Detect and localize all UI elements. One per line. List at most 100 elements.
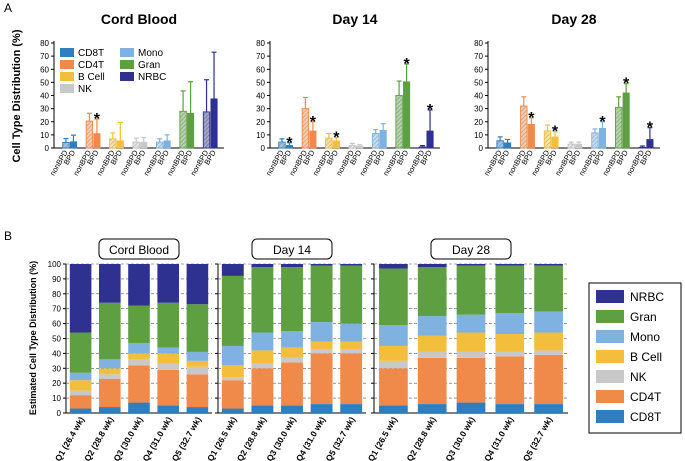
a3-bar-gran-bpd — [622, 92, 630, 149]
a3-y-tick-label: 60 — [474, 65, 483, 74]
b1-x-tick-label: Q2 (28.8 wk) — [82, 415, 116, 461]
a3-bar-nrbc-nonbpd — [638, 146, 647, 149]
a1-bar-b-cell-nonbpd — [109, 138, 117, 149]
a3-bar-b-cell-nonbpd — [543, 130, 552, 149]
a2-bar-b-cell-nonbpd-tint — [325, 138, 333, 148]
b1-segment-nk-q1 — [69, 390, 92, 396]
a-legend-label-nrbc: NRBC — [138, 72, 166, 83]
b2-segment-cd8t-q4 — [310, 404, 333, 413]
b3-segment-cd8t-q3 — [456, 402, 486, 413]
b-ylabel: Estimated Cell Type Distribution (%) — [28, 261, 38, 415]
a2-bar-cd8t-nonbpd — [278, 141, 286, 149]
b-legend-label-mono: Mono — [630, 330, 660, 344]
b2-segment-nrbc-q1 — [221, 264, 244, 276]
b3-segment-nk-q1 — [379, 360, 408, 369]
a1-y-tick-label: 20 — [40, 118, 49, 127]
b2-segment-gran-q1 — [221, 275, 244, 346]
a-legend-label-cd4t: CD4T — [78, 60, 104, 71]
b2-segment-nrbc-q3 — [281, 264, 303, 267]
a1-bar-nrbc-nonbpd — [202, 111, 211, 149]
a-legend-swatch-b-cell — [60, 72, 74, 81]
a3-significance-star-cd4t: * — [528, 110, 535, 127]
b1-segment-gran-q1 — [69, 332, 92, 373]
b2-segment-nk-q1 — [221, 377, 244, 381]
a2-bar-gran-nonbpd — [395, 95, 403, 149]
b1-segment-b-cell-q2 — [98, 368, 121, 375]
b1-title-box — [98, 238, 180, 260]
a2-y-tick-label: 20 — [256, 118, 265, 127]
a3-title: Day 28 — [551, 11, 596, 27]
b2-segment-mono-q2 — [251, 332, 274, 351]
b1-segment-nrbc-q2 — [98, 264, 121, 303]
a3-bar-cd4t-nonbpd — [520, 105, 528, 149]
a2-bar-mono-nonbpd — [371, 133, 380, 149]
a1-y-tick-label: 40 — [40, 92, 49, 101]
b1-segment-b-cell-q4 — [157, 353, 180, 364]
a3-significance-star-nrbc: * — [647, 120, 654, 137]
a3-y-tick-label: 30 — [474, 105, 483, 114]
b-legend-label-gran: Gran — [630, 310, 657, 324]
b2-segment-cd4t-q3 — [281, 362, 303, 406]
b1-segment-mono-q3 — [128, 342, 150, 354]
b1-segment-nrbc-q1 — [69, 264, 92, 333]
a2-bar-mono-nonbpd-tint — [372, 133, 379, 148]
b3-segment-cd4t-q1 — [379, 368, 408, 406]
a2-bar-nrbc-bpd — [426, 130, 434, 149]
b1-y-tick-label: 20 — [52, 379, 61, 388]
b1-segment-cd4t-q2 — [98, 378, 121, 408]
b3-segment-b-cell-q1 — [379, 345, 408, 361]
b1-segment-cd8t-q1 — [69, 408, 92, 413]
b2-x-tick-label: Q2 (28.8 wk) — [235, 415, 269, 461]
b2-segment-b-cell-q5 — [340, 341, 363, 349]
b1-y-tick-label: 40 — [52, 349, 61, 358]
b-legend-swatch-mono — [596, 330, 624, 343]
a1-bar-b-cell-nonbpd-tint — [109, 138, 117, 148]
b3-segment-nk-q3 — [456, 351, 486, 358]
a3-bar-cd8t-nonbpd-tint — [496, 140, 504, 148]
a1-bar-cd8t-bpd — [69, 141, 78, 149]
a-legend-label-gran: Gran — [138, 60, 160, 71]
b1-x-tick-label: Q5 (32.7 wk) — [170, 415, 204, 461]
a2-bar-gran-nonbpd-tint — [395, 95, 403, 148]
a2-y-tick-label: 50 — [256, 78, 265, 87]
b1-y-tick-label: 90 — [52, 275, 61, 284]
a1-y-tick-label: 30 — [40, 105, 49, 114]
a3-bar-nk-nonbpd — [567, 143, 575, 149]
a-legend-swatch-gran — [120, 60, 134, 69]
b3-segment-gran-q3 — [456, 265, 486, 315]
a1-y-tick-label: 60 — [40, 65, 49, 74]
b2-segment-nrbc-q4 — [310, 264, 333, 266]
b3-x-tick-label: Q2 (28.8 wk) — [404, 415, 438, 461]
a1-bar-mono-bpd — [163, 140, 171, 149]
b3-segment-nrbc-q5 — [534, 264, 563, 266]
a1-y-tick-label: 0 — [45, 144, 50, 153]
a1-bar-gran-nonbpd — [179, 110, 187, 149]
b1-segment-mono-q5 — [186, 351, 209, 361]
b3-segment-mono-q3 — [456, 314, 486, 333]
a3-bar-cd4t-bpd — [527, 124, 535, 149]
a2-bar-nk-nonbpd-tint — [349, 145, 356, 148]
b1-y-tick-label: 100 — [48, 260, 62, 269]
a2-bar-cd8t-nonbpd-tint — [278, 142, 286, 148]
b-legend-label-cd4t: CD4T — [630, 390, 662, 404]
a1-bar-nrbc-nonbpd-tint — [203, 111, 210, 148]
a1-bar-nk-bpd — [140, 141, 148, 149]
a2-y-tick-label: 0 — [261, 144, 266, 153]
b1-segment-mono-q4 — [157, 347, 180, 354]
b2-segment-cd4t-q4 — [310, 353, 333, 405]
a3-bar-nrbc-nonbpd-tint — [639, 147, 646, 148]
a1-bar-cd8t-nonbpd-tint — [62, 142, 70, 148]
a3-y-tick-label: 40 — [474, 92, 483, 101]
b2-segment-b-cell-q2 — [251, 350, 274, 364]
a1-bar-cd4t-nonbpd-tint — [86, 121, 93, 148]
b1-segment-gran-q5 — [186, 304, 209, 352]
b3-x-tick-label: Q5 (32.7 wk) — [521, 415, 555, 461]
b3-segment-gran-q1 — [379, 268, 408, 326]
b2-segment-mono-q3 — [281, 331, 303, 348]
b2-segment-gran-q3 — [281, 266, 303, 332]
b2-x-tick-label: Q1 (26.5 wk) — [205, 415, 239, 461]
a2-bar-mono-bpd — [379, 129, 387, 149]
a3-bar-mono-nonbpd-tint — [591, 132, 599, 148]
b3-segment-mono-q2 — [417, 316, 447, 336]
a3-bar-mono-nonbpd — [591, 132, 599, 149]
